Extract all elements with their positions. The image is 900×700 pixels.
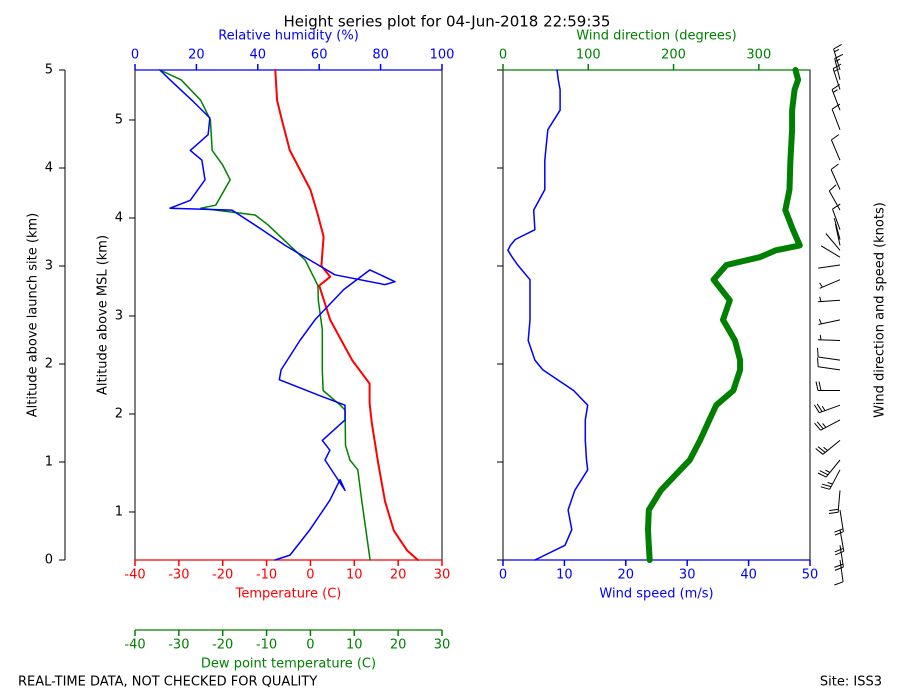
x-axis-label: Relative humidity (%) <box>218 29 359 44</box>
x-tick-label: 30 <box>679 568 696 583</box>
x-tick-label: 30 <box>434 568 451 583</box>
y-tick-label: 3 <box>45 259 53 274</box>
x-tick-label: 40 <box>250 48 267 63</box>
profile-line <box>274 69 419 561</box>
x-tick-label: 30 <box>434 638 451 653</box>
x-tick-label: -40 <box>124 638 145 653</box>
figure-title: Height series plot for 04-Jun-2018 22:59… <box>284 13 611 31</box>
x-axis-label: Wind direction (degrees) <box>576 29 736 44</box>
wind-barb <box>817 357 841 371</box>
profile-line <box>645 67 803 563</box>
x-tick-label: -10 <box>256 638 277 653</box>
site-label: Site: ISS3 <box>820 675 882 690</box>
wind-barb <box>825 233 841 251</box>
y-tick-label: 5 <box>45 63 53 78</box>
x-tick-label: 10 <box>556 568 573 583</box>
y-tick-label: 0 <box>45 553 53 568</box>
x-tick-label: 0 <box>131 48 139 63</box>
x-tick-label: 20 <box>188 48 205 63</box>
x-tick-label: 10 <box>346 568 363 583</box>
wind-barb <box>834 509 844 536</box>
x-tick-label: 0 <box>306 568 314 583</box>
x-axis-label: Dew point temperature (C) <box>201 657 376 672</box>
x-tick-label: 60 <box>311 48 328 63</box>
wind-barb <box>817 459 841 478</box>
right-axis-label: Wind direction and speed (knots) <box>873 202 888 418</box>
wind-barb <box>833 43 842 71</box>
wind-barb <box>828 184 841 211</box>
x-tick-label: 20 <box>618 568 635 583</box>
wind-barb <box>832 203 841 230</box>
y-axis-label: Altitude above MSL (km) <box>96 235 111 395</box>
footer-note: REAL-TIME DATA, NOT CHECKED FOR QUALITY <box>18 675 317 690</box>
wind-barb <box>814 419 841 431</box>
profile-line <box>507 69 589 561</box>
wind-barb <box>815 381 840 391</box>
x-tick-label: 100 <box>430 48 455 63</box>
y-tick-label: 2 <box>115 406 123 421</box>
x-tick-label: 200 <box>661 48 686 63</box>
wind-barb <box>833 218 841 240</box>
y-axis-label: Altitude above launch site (km) <box>26 213 41 417</box>
x-tick-label: 20 <box>390 638 407 653</box>
x-tick-label: -40 <box>124 568 145 583</box>
y-tick-label: 1 <box>45 455 53 470</box>
wind-barb <box>813 403 841 414</box>
x-tick-label: 0 <box>499 568 507 583</box>
wind-barb <box>818 319 841 325</box>
y-tick-label: 1 <box>115 504 123 519</box>
y-tick-label: 2 <box>45 357 53 372</box>
x-tick-label: 40 <box>740 568 757 583</box>
y-tick-label: 3 <box>115 308 123 323</box>
profile-line <box>159 69 396 561</box>
wind-barb <box>817 334 841 341</box>
x-tick-label: 0 <box>499 48 507 63</box>
x-tick-label: -10 <box>256 568 277 583</box>
x-tick-label: -30 <box>168 638 189 653</box>
y-tick-label: 4 <box>115 210 123 225</box>
wind-barb <box>828 490 841 514</box>
x-tick-label: 0 <box>306 638 314 653</box>
profile-line <box>159 69 371 561</box>
wind-barb <box>818 296 841 303</box>
y-tick-label: 4 <box>45 161 53 176</box>
x-tick-label: 50 <box>802 568 819 583</box>
wind-barb <box>820 469 841 490</box>
x-tick-label: 100 <box>576 48 601 63</box>
wind-barb <box>817 347 841 361</box>
x-tick-label: 80 <box>372 48 389 63</box>
y-tick-label: 5 <box>115 112 123 127</box>
wind-barb <box>830 134 841 161</box>
x-tick-label: 300 <box>746 48 771 63</box>
wind-barb <box>819 279 841 289</box>
x-tick-label: 20 <box>390 568 407 583</box>
x-tick-label: 10 <box>346 638 363 653</box>
wind-barb <box>830 163 841 190</box>
wind-barb <box>818 264 841 269</box>
wind-barb <box>820 245 841 258</box>
wind-barb <box>815 440 841 455</box>
x-tick-label: -20 <box>212 568 233 583</box>
x-tick-label: -30 <box>168 568 189 583</box>
wind-barb <box>834 223 841 246</box>
wind-barb <box>834 559 844 586</box>
x-axis-label: Wind speed (m/s) <box>599 587 713 602</box>
x-axis-label: Temperature (C) <box>235 587 342 602</box>
x-tick-label: -20 <box>212 638 233 653</box>
